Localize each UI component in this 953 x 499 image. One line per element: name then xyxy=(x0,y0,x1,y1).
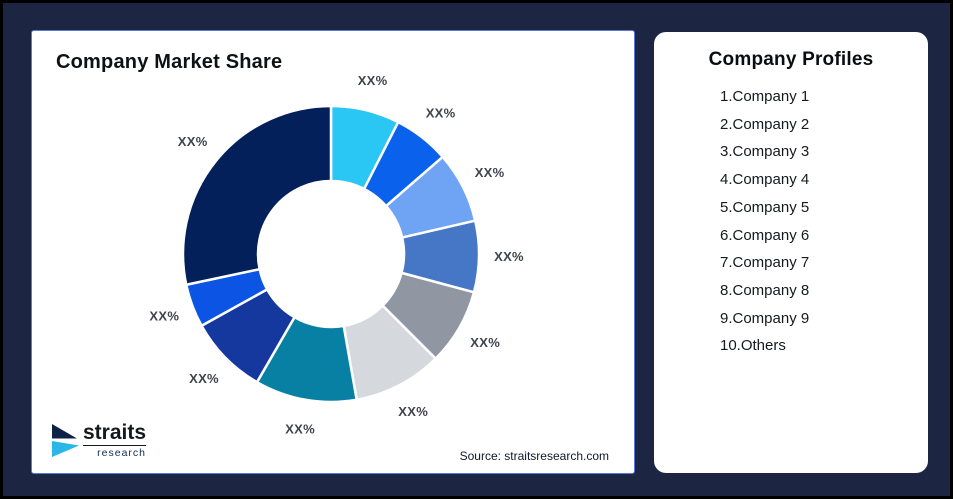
profile-list-item: 6.Company 6 xyxy=(720,226,810,244)
company-profiles-card: Company Profiles 1.Company 1 2.Company 2 3… xyxy=(654,32,928,473)
logo-brand-subtext: research xyxy=(97,447,147,459)
donut-segment-10 xyxy=(181,104,333,287)
logo-text: straits research xyxy=(83,421,147,459)
donut-label-5: XX% xyxy=(470,335,500,350)
donut-label-10: XX% xyxy=(178,134,208,149)
profile-list-item: 9.Company 9 xyxy=(720,309,810,327)
profile-list-item: 5.Company 5 xyxy=(720,198,810,216)
chart-title: Company Market Share xyxy=(56,51,283,73)
profile-list-item: 4.Company 4 xyxy=(720,171,810,189)
source-text: Source: straitsresearch.com xyxy=(459,449,609,463)
donut-label-3: XX% xyxy=(475,165,505,180)
straits-logo-icon xyxy=(52,423,79,457)
donut-label-1: XX% xyxy=(358,73,388,88)
market-share-card: Company Market Share XX% XX% XX% XX% XX% XX% X… xyxy=(31,30,635,474)
donut-label-6: XX% xyxy=(398,404,428,419)
profile-list-item: 7.Company 7 xyxy=(720,254,810,272)
donut-label-2: XX% xyxy=(426,106,456,121)
donut-label-7: XX% xyxy=(285,421,315,436)
donut-label-8: XX% xyxy=(189,371,219,386)
profile-list-item: 2.Company 2 xyxy=(720,115,810,133)
profiles-title: Company Profiles xyxy=(708,49,874,70)
donut-chart: XX% XX% XX% XX% XX% XX% XX% XX% XX% XX% xyxy=(149,73,524,436)
donut-label-4: XX% xyxy=(494,249,524,264)
logo-brand-text: straits xyxy=(83,421,147,446)
straits-research-logo: straits research xyxy=(52,421,147,459)
donut-label-9: XX% xyxy=(149,308,179,323)
profile-list-item: 1.Company 1 xyxy=(720,88,810,105)
profile-list-item: 10.Others xyxy=(720,337,786,355)
profile-list-item: 8.Company 8 xyxy=(720,281,810,299)
profiles-list: 1.Company 1 2.Company 2 3.Company 3 4.Compa… xyxy=(654,83,928,360)
profile-list-item: 3.Company 3 xyxy=(720,143,810,161)
